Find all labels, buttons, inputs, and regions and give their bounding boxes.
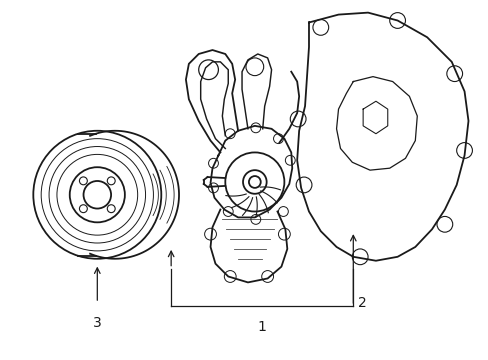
Text: 3: 3 <box>93 316 102 330</box>
Text: 2: 2 <box>358 296 366 310</box>
Text: 1: 1 <box>257 320 266 334</box>
